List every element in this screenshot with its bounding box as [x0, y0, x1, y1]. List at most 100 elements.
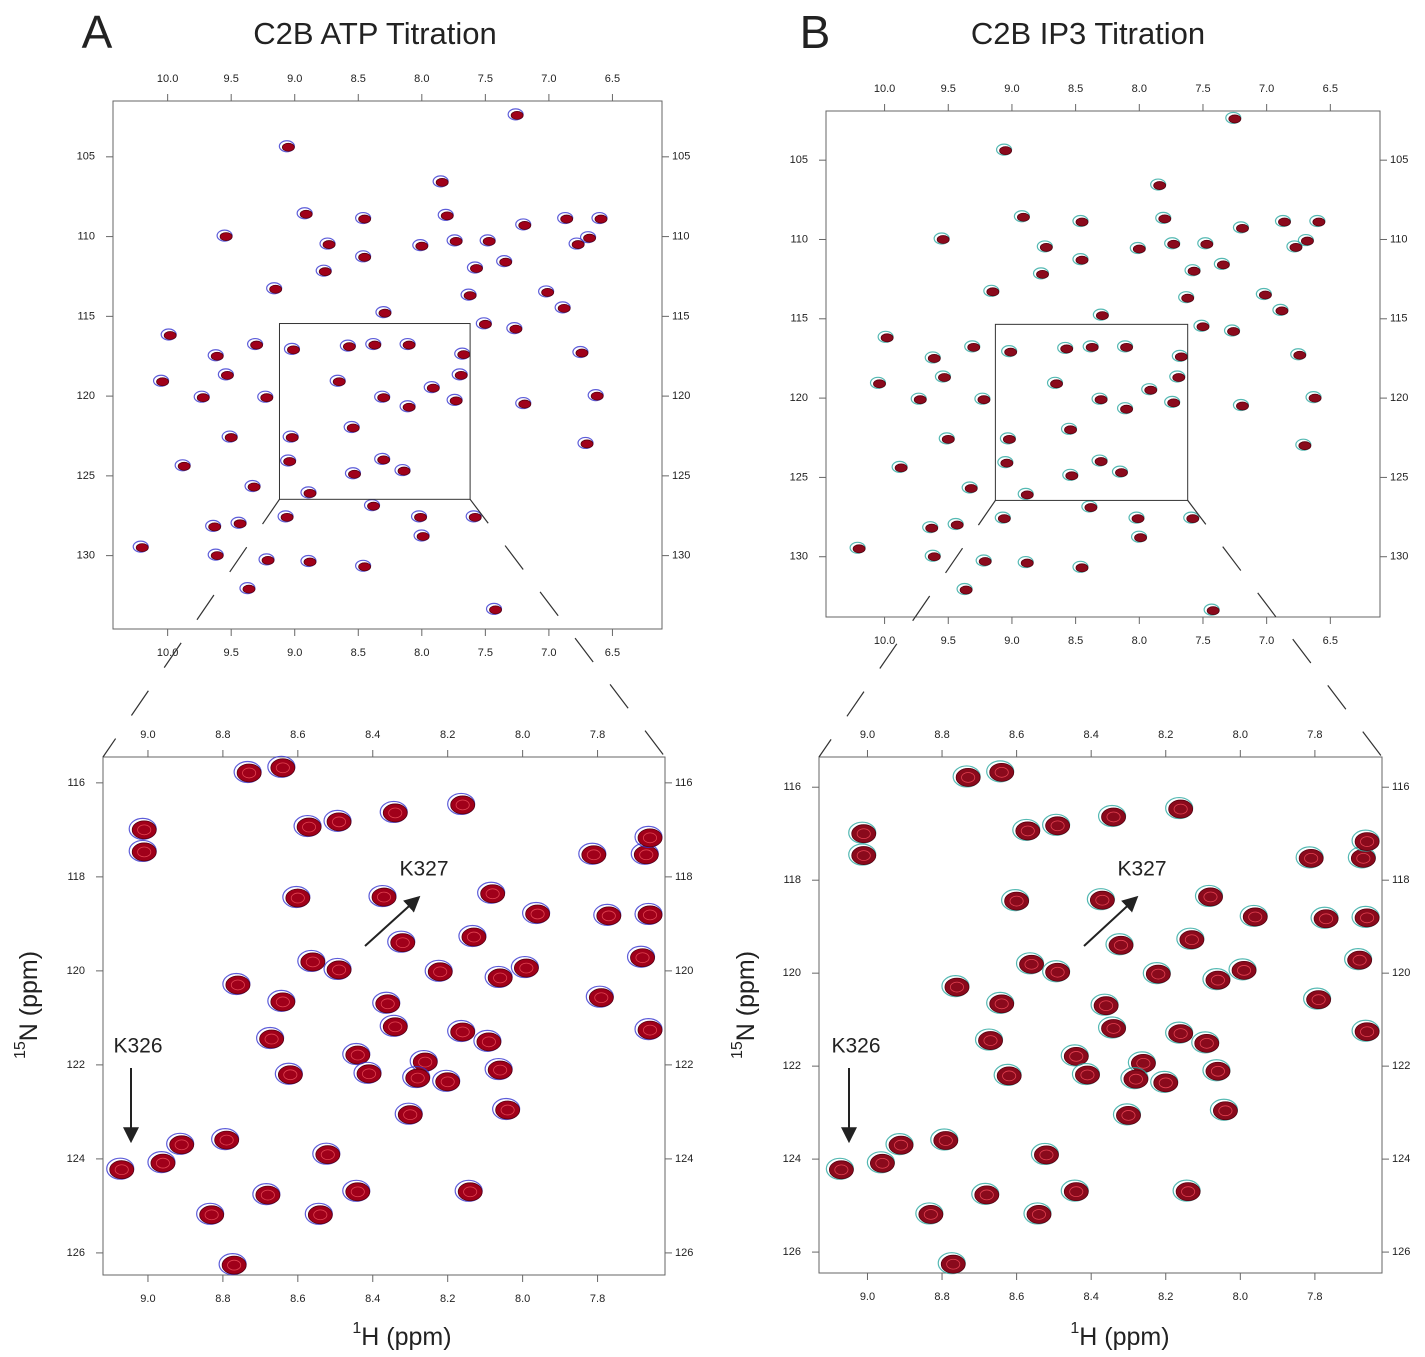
- x-axis-label: 1H (ppm): [352, 1320, 451, 1350]
- peak: [326, 960, 352, 980]
- x-tick-label: 8.0: [1132, 83, 1147, 95]
- peak-inner-contour: [376, 891, 391, 903]
- y-tick-label: 120: [672, 390, 690, 402]
- peak: [557, 303, 571, 313]
- peak: [1120, 404, 1133, 414]
- y-tick-label: 115: [672, 310, 690, 322]
- peak: [397, 466, 411, 476]
- peak: [977, 395, 991, 405]
- peak: [978, 557, 992, 566]
- peak: [1004, 891, 1030, 911]
- chart-title: C2B IP3 Titration: [971, 16, 1205, 51]
- peak: [1354, 1022, 1380, 1042]
- peak-inner-contour: [1360, 912, 1375, 924]
- peak: [390, 933, 416, 953]
- peak-inner-contour: [1210, 1065, 1225, 1077]
- peak: [296, 817, 322, 837]
- x-tick-label: 9.0: [860, 1291, 875, 1303]
- x-tick-label: 8.0: [515, 729, 530, 741]
- y-tick-label: 105: [672, 151, 690, 163]
- x-tick-label: 7.0: [1259, 635, 1274, 647]
- peak-inner-contour: [1069, 1051, 1084, 1062]
- y-tick-label: 130: [672, 550, 690, 562]
- peak: [1205, 1061, 1231, 1081]
- y-tick-label: 125: [672, 470, 690, 482]
- peak: [377, 455, 391, 465]
- peak-inner-contour: [1106, 811, 1121, 823]
- x-tick-label: 7.8: [590, 1293, 605, 1305]
- peak: [1075, 563, 1089, 573]
- peak: [495, 1100, 521, 1120]
- x-tick-label: 6.5: [605, 73, 620, 85]
- peak: [1236, 401, 1249, 411]
- peak: [414, 512, 427, 522]
- x-tick-label: 9.0: [860, 729, 875, 741]
- peak-inner-contour: [875, 1157, 890, 1169]
- peak-inner-contour: [500, 1104, 515, 1116]
- peak-inner-contour: [418, 1056, 433, 1068]
- peak-inner-contour: [1106, 1023, 1121, 1034]
- y-tick-label: 120: [77, 390, 95, 402]
- peak-inner-contour: [455, 799, 470, 811]
- x-tick-label: 8.0: [1132, 635, 1147, 647]
- peak-inner-contour: [350, 1186, 365, 1198]
- peak-inner-contour: [639, 849, 654, 861]
- peak: [382, 803, 408, 823]
- peak: [637, 1020, 663, 1040]
- y-tick-label: 130: [1390, 551, 1408, 563]
- peak: [375, 994, 401, 1014]
- peak: [594, 214, 608, 224]
- x-tick-label: 8.8: [215, 729, 230, 741]
- peak: [382, 1017, 408, 1037]
- peak: [1075, 217, 1089, 227]
- peak: [1168, 1024, 1194, 1043]
- peak: [525, 904, 551, 924]
- y-tick-label: 110: [77, 230, 95, 242]
- x-tick-label: 8.5: [351, 647, 366, 659]
- peak: [1181, 293, 1195, 303]
- peak: [1258, 290, 1272, 300]
- peak-inner-contour: [395, 937, 410, 949]
- peak-inner-contour: [114, 1164, 129, 1176]
- peak-inner-contour: [242, 767, 257, 779]
- peak: [1144, 385, 1158, 395]
- y-tick-label: 122: [1392, 1060, 1410, 1072]
- peak: [1094, 457, 1108, 466]
- y-axis-label: 15N (ppm): [729, 951, 759, 1059]
- peak: [637, 905, 663, 925]
- y-tick-label: 126: [1392, 1246, 1410, 1258]
- peak-inner-contour: [834, 1164, 849, 1176]
- peak: [1017, 212, 1030, 222]
- peak-inner-contour: [1218, 1105, 1233, 1117]
- x-tick-label: 8.5: [1068, 83, 1083, 95]
- peak: [1015, 821, 1041, 841]
- peak: [950, 520, 964, 530]
- y-tick-label: 120: [790, 392, 808, 404]
- y-axis-label-sup: 15: [12, 1041, 29, 1059]
- peak-inner-contour: [1009, 895, 1024, 907]
- annotation: K326: [831, 1035, 880, 1058]
- x-tick-label: 9.5: [941, 83, 956, 95]
- peak: [880, 333, 894, 343]
- peak-inner-contour: [1199, 1038, 1214, 1049]
- peak: [435, 177, 449, 187]
- peak: [1278, 217, 1291, 227]
- peak-inner-contour: [1002, 1070, 1017, 1082]
- peak: [356, 1064, 382, 1084]
- peak-inner-contour: [481, 1036, 496, 1048]
- peak: [1045, 962, 1071, 982]
- peak: [450, 795, 476, 815]
- peak: [1026, 1205, 1052, 1224]
- y-tick-label: 118: [675, 871, 693, 883]
- peak-inner-contour: [1128, 1073, 1143, 1085]
- peak: [348, 469, 361, 479]
- peak: [1312, 217, 1326, 227]
- peak: [581, 845, 607, 865]
- peak-inner-contour: [983, 1035, 998, 1046]
- peak-inner-contour: [204, 1209, 219, 1221]
- x-tick-label: 9.0: [140, 729, 155, 741]
- peak: [1186, 514, 1200, 524]
- peak-inner-contour: [1114, 939, 1129, 951]
- peak: [368, 340, 382, 350]
- x-tick-label: 8.0: [414, 647, 429, 659]
